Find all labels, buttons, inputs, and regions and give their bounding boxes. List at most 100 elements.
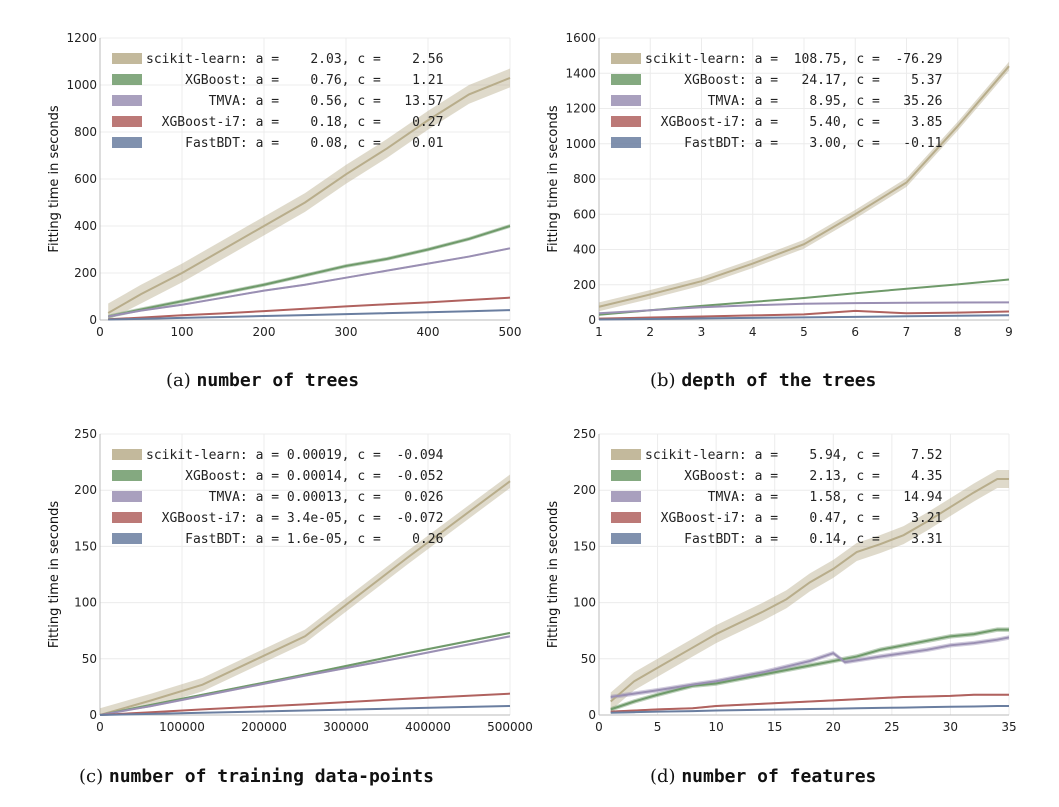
legend-swatch-scikit-learn	[611, 449, 641, 460]
legend-swatch-scikit-learn	[611, 53, 641, 64]
legend-entry-XGBoost-i7: XGBoost-i7: a = 5.40, c = 3.85	[645, 115, 942, 130]
series-band-XGBoost	[108, 224, 510, 319]
x-tick-label: 0	[595, 720, 603, 734]
series-line-XGBoost-i7	[610, 693, 1009, 713]
legend-entry-FastBDT: FastBDT: a = 3.00, c = -0.11	[645, 136, 942, 151]
y-tick-label: 0	[89, 313, 97, 327]
series-line-XGBoost	[610, 628, 1009, 711]
series-line-scikit-learn	[99, 480, 511, 716]
legend-swatch-XGBoost	[611, 74, 641, 85]
y-tick-label: 600	[74, 172, 97, 186]
caption-d: (d) number of features	[650, 766, 877, 787]
x-tick-label: 500	[499, 325, 522, 339]
legend-swatch-scikit-learn	[112, 53, 142, 64]
chart-panel-0: 0 100 200 300 400 500 0 200 400 600 800 1000 1200 Fit…	[47, 31, 521, 339]
x-tick-label: 200000	[241, 720, 287, 734]
legend-swatch-FastBDT	[611, 137, 641, 148]
series-band-XGBoost	[610, 627, 1009, 712]
x-tick-label: 2	[646, 325, 654, 339]
series-line-scikit-learn	[598, 65, 1010, 308]
x-tick-label: 500000	[487, 720, 533, 734]
x-tick-label: 3	[698, 325, 706, 339]
legend-swatch-TMVA	[112, 95, 142, 106]
y-tick-label: 200	[573, 483, 596, 497]
series-line-scikit-learn	[107, 77, 511, 314]
y-tick-label: 200	[74, 483, 97, 497]
x-tick-label: 8	[954, 325, 962, 339]
x-tick-label: 5	[800, 325, 808, 339]
y-axis-label: Fitting time in seconds	[47, 501, 62, 648]
legend-swatch-XGBoost	[112, 74, 142, 85]
y-tick-label: 600	[573, 207, 596, 221]
legend-entry-scikit-learn: scikit-learn: a = 2.03, c = 2.56	[146, 52, 443, 67]
series-line-TMVA	[598, 301, 1010, 315]
y-axis-label: Fitting time in seconds	[546, 501, 561, 648]
y-tick-label: 0	[89, 708, 97, 722]
x-tick-label: 100	[171, 325, 194, 339]
y-tick-label: 250	[573, 427, 596, 441]
series-line-XGBoost	[107, 225, 511, 318]
x-tick-label: 0	[96, 325, 104, 339]
series-line-FastBDT	[610, 705, 1009, 714]
legend-entry-XGBoost: XGBoost: a = 2.13, c = 4.35	[645, 469, 942, 484]
y-tick-label: 400	[573, 243, 596, 257]
x-tick-label: 15	[767, 720, 782, 734]
series-line-TMVA	[99, 635, 511, 716]
legend-swatch-XGBoost	[112, 470, 142, 481]
chart-panel-3: 0 5 10 15 20 25 30 35 0 50 100 150 200 250 Fitting tim…	[546, 427, 1017, 734]
series-line-FastBDT	[108, 309, 511, 321]
legend-swatch-XGBoost-i7	[611, 512, 641, 523]
x-tick-label: 10	[709, 720, 724, 734]
x-tick-label: 30	[943, 720, 958, 734]
legend-entry-XGBoost: XGBoost: a = 24.17, c = 5.37	[645, 73, 942, 88]
legend-swatch-XGBoost	[611, 470, 641, 481]
legend-entry-scikit-learn: scikit-learn: a = 0.00019, c = -0.094	[146, 448, 444, 463]
chart-panel-2: 0 100000 200000 300000 400000 500000 0 50 100 150…	[47, 427, 533, 734]
x-tick-label: 25	[884, 720, 899, 734]
legend-entry-XGBoost-i7: XGBoost-i7: a = 0.47, c = 3.21	[645, 511, 942, 526]
y-tick-label: 150	[74, 539, 97, 553]
series-line-FastBDT	[99, 705, 511, 716]
x-tick-label: 400000	[405, 720, 451, 734]
legend-swatch-TMVA	[611, 95, 641, 106]
series-line-XGBoost	[99, 631, 511, 716]
x-tick-label: 9	[1005, 325, 1013, 339]
series-line-TMVA	[108, 247, 511, 318]
x-tick-label: 4	[749, 325, 757, 339]
y-tick-label: 50	[82, 652, 97, 666]
legend-entry-TMVA: TMVA: a = 0.00013, c = 0.026	[146, 490, 443, 505]
legend-entry-scikit-learn: scikit-learn: a = 5.94, c = 7.52	[645, 448, 942, 463]
legend-entry-TMVA: TMVA: a = 0.56, c = 13.57	[146, 94, 443, 109]
y-tick-label: 0	[588, 313, 596, 327]
caption-a: (a) number of trees	[166, 370, 360, 391]
y-tick-label: 150	[573, 539, 596, 553]
x-tick-label: 0	[96, 720, 104, 734]
x-tick-label: 300000	[323, 720, 369, 734]
y-tick-label: 1000	[565, 137, 596, 151]
y-tick-label: 1000	[66, 78, 97, 92]
y-tick-label: 250	[74, 427, 97, 441]
legend-swatch-XGBoost-i7	[611, 116, 641, 127]
y-axis-label: Fitting time in seconds	[546, 105, 561, 252]
series-line-XGBoost-i7	[108, 296, 511, 321]
legend-entry-scikit-learn: scikit-learn: a = 108.75, c = -76.29	[645, 52, 942, 67]
legend-entry-TMVA: TMVA: a = 8.95, c = 35.26	[645, 94, 942, 109]
x-tick-label: 35	[1001, 720, 1016, 734]
caption-b: (b) depth of the trees	[650, 370, 877, 391]
x-tick-label: 300	[335, 325, 358, 339]
legend-entry-XGBoost: XGBoost: a = 0.76, c = 1.21	[146, 73, 443, 88]
series-line-XGBoost-i7	[99, 692, 511, 716]
legend-entry-FastBDT: FastBDT: a = 0.14, c = 3.31	[645, 532, 942, 547]
y-tick-label: 50	[581, 652, 596, 666]
x-tick-label: 20	[826, 720, 841, 734]
x-tick-label: 1	[595, 325, 603, 339]
caption-c: (c) number of training data-points	[79, 766, 434, 787]
x-tick-label: 200	[253, 325, 276, 339]
series-line-TMVA	[610, 636, 1010, 699]
legend-swatch-TMVA	[611, 491, 641, 502]
legend-swatch-scikit-learn	[112, 449, 142, 460]
y-tick-label: 200	[74, 266, 97, 280]
series-line-scikit-learn	[610, 477, 1009, 703]
y-tick-label: 800	[573, 172, 596, 186]
legend-entry-FastBDT: FastBDT: a = 1.6e-05, c = 0.26	[146, 532, 443, 547]
